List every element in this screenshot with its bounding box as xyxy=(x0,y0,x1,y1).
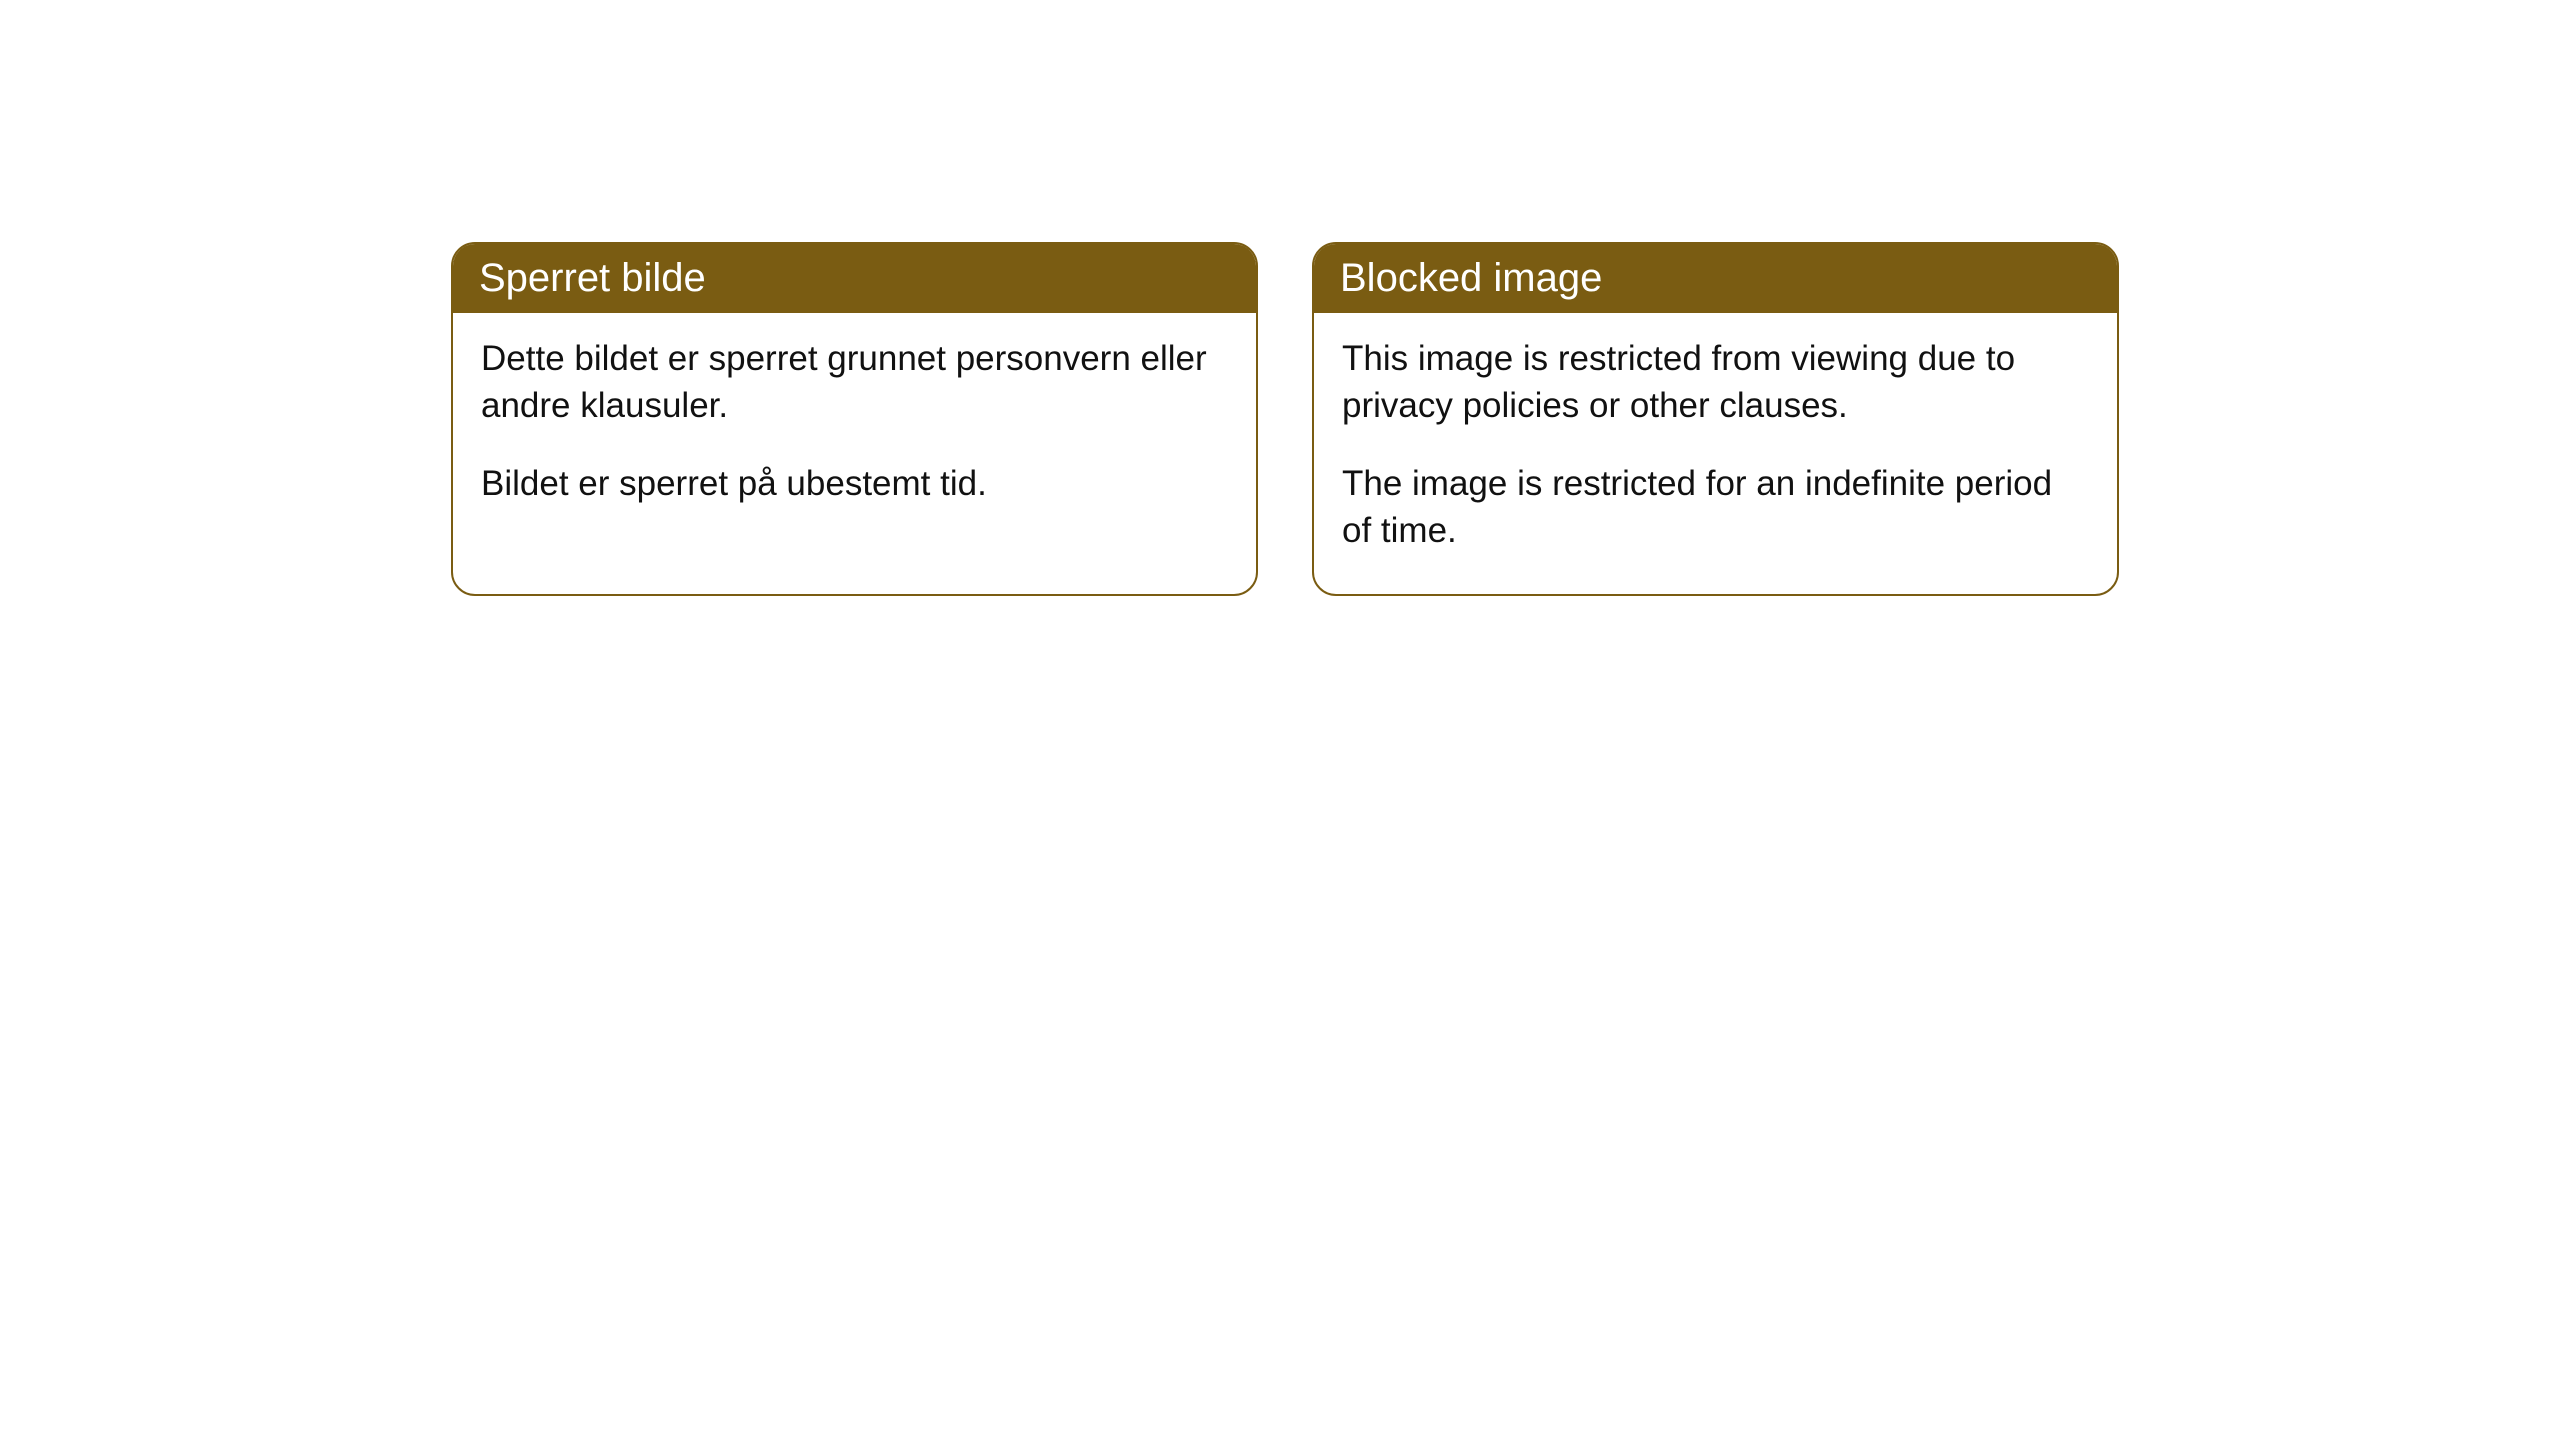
card-paragraph: Dette bildet er sperret grunnet personve… xyxy=(481,335,1228,430)
card-body: Dette bildet er sperret grunnet personve… xyxy=(453,313,1256,547)
card-body: This image is restricted from viewing du… xyxy=(1314,313,2117,594)
notice-container: Sperret bilde Dette bildet er sperret gr… xyxy=(451,242,2119,596)
card-title: Sperret bilde xyxy=(479,256,706,300)
notice-card-english: Blocked image This image is restricted f… xyxy=(1312,242,2119,596)
card-paragraph: The image is restricted for an indefinit… xyxy=(1342,460,2089,555)
card-header: Blocked image xyxy=(1314,244,2117,313)
card-title: Blocked image xyxy=(1340,256,1602,300)
notice-card-norwegian: Sperret bilde Dette bildet er sperret gr… xyxy=(451,242,1258,596)
card-header: Sperret bilde xyxy=(453,244,1256,313)
card-paragraph: Bildet er sperret på ubestemt tid. xyxy=(481,460,1228,507)
card-paragraph: This image is restricted from viewing du… xyxy=(1342,335,2089,430)
